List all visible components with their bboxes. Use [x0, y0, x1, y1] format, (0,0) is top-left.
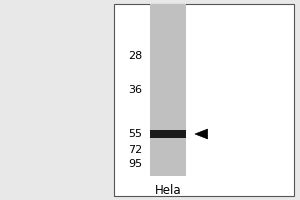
Text: 28: 28	[128, 51, 142, 61]
Text: 36: 36	[128, 85, 142, 95]
Bar	[150, 4, 186, 176]
Text: 72: 72	[128, 145, 142, 155]
Bar	[114, 4, 294, 196]
Bar	[150, 130, 186, 138]
Text: Hela: Hela	[155, 184, 181, 196]
Polygon shape	[195, 129, 208, 139]
Text: 95: 95	[128, 159, 142, 169]
Text: 55: 55	[128, 129, 142, 139]
